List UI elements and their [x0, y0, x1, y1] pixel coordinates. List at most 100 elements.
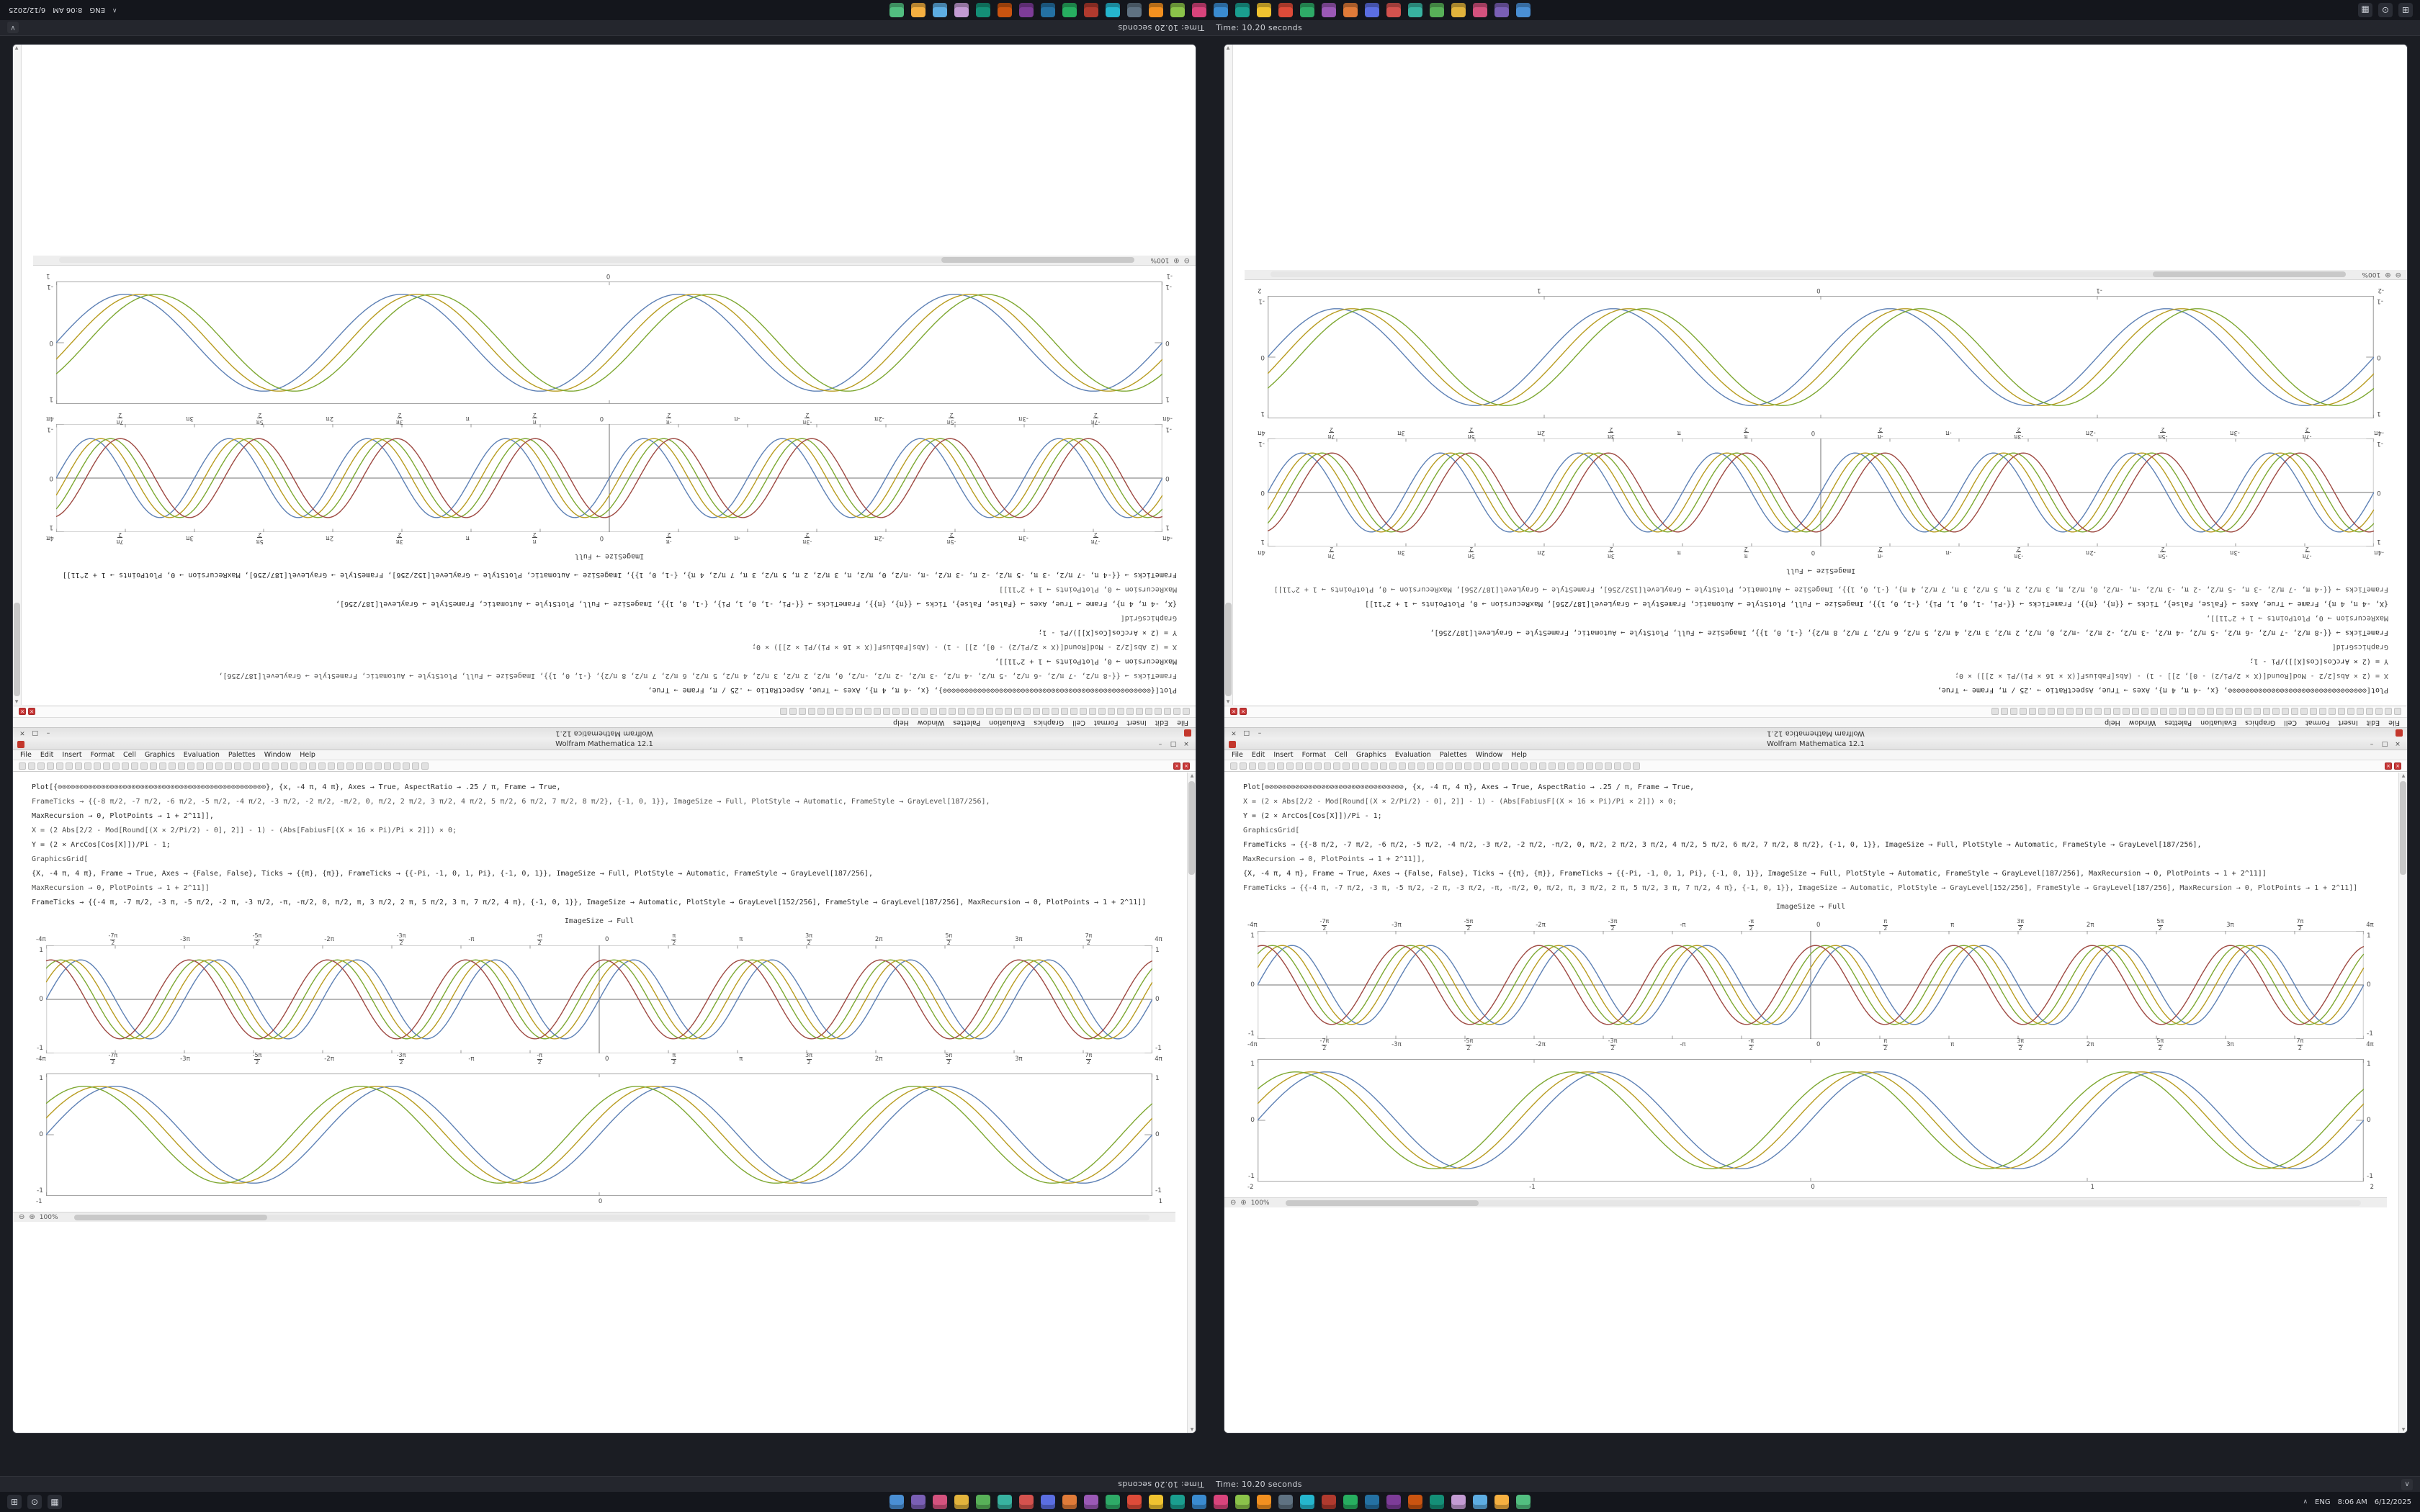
toolbar-button[interactable] — [1070, 708, 1077, 716]
toolbar-button[interactable] — [19, 762, 26, 770]
app-icon[interactable] — [1473, 3, 1487, 17]
toolbar-button[interactable] — [986, 708, 993, 716]
abort-button[interactable]: × — [2394, 762, 2401, 770]
system-tray[interactable]: ∧ ENG 8:06 AM 6/12/2025 — [2303, 1498, 2411, 1506]
app-icon[interactable] — [1149, 3, 1163, 17]
toolbar-button[interactable] — [2357, 708, 2364, 716]
maximize-button[interactable]: □ — [1170, 741, 1177, 748]
toolbar-button[interactable] — [281, 762, 288, 770]
app-icon[interactable] — [1494, 3, 1509, 17]
toolbar-button[interactable] — [1558, 762, 1565, 770]
framed-plot[interactable] — [56, 282, 1162, 404]
start-icon[interactable]: ⊞ — [2398, 3, 2413, 17]
menu-item[interactable]: Evaluation — [2200, 719, 2237, 727]
toolbar-button[interactable] — [94, 762, 101, 770]
toolbar-button[interactable] — [234, 762, 241, 770]
app-icon[interactable] — [1257, 1495, 1271, 1509]
app-icon[interactable] — [889, 3, 904, 17]
maximize-button[interactable]: □ — [1243, 729, 1250, 737]
menu-item[interactable]: Palettes — [228, 750, 256, 759]
toolbar-button[interactable] — [1446, 762, 1453, 770]
app-icon[interactable] — [889, 1495, 904, 1509]
toolbar-button[interactable] — [1633, 762, 1640, 770]
axes-plot[interactable] — [46, 945, 1152, 1053]
scroll-thumb[interactable] — [2400, 781, 2406, 875]
toolbar-button[interactable] — [2254, 708, 2261, 716]
toolbar-button[interactable] — [1605, 762, 1612, 770]
toolbar-button[interactable] — [318, 762, 326, 770]
horizontal-scrollbar[interactable] — [1285, 1200, 2361, 1206]
plot-axes-cell[interactable]: -4π -7π 2 -3π -5π 2 -2π -3π 2 -π -π 2 0 π 2 π 3π 2 2π 5π 2 3π… — [32, 932, 1167, 1065]
toolbar-button[interactable] — [2020, 708, 2027, 716]
menu-item[interactable]: Evaluation — [183, 750, 220, 759]
toolbar-button[interactable] — [84, 762, 91, 770]
app-icon[interactable] — [911, 1495, 926, 1509]
app-icon[interactable] — [1019, 3, 1034, 17]
toolbar-button[interactable] — [2347, 708, 2354, 716]
code-cell[interactable]: Plot[⊙⊘⊙⊘⊙⊘⊙⊘⊙⊘⊙⊘⊙⊘⊙⊘⊙⊘⊙⊘⊙⊘⊙⊘⊙⊘⊙⊘⊙⊘⊙⊘, {… — [1234, 582, 2407, 697]
toolbar-button[interactable] — [1258, 762, 1265, 770]
app-icon[interactable] — [1084, 1495, 1098, 1509]
code-line[interactable]: Y = (2 × ArcCos[Cos[X]])/Pi - 1; — [1243, 812, 1382, 820]
app-icon[interactable] — [1451, 3, 1466, 17]
task-view-icon[interactable]: ▦ — [2358, 3, 2372, 17]
horizontal-scrollbar[interactable] — [59, 257, 1135, 264]
menu-item[interactable]: Edit — [40, 750, 54, 759]
toolbar-button[interactable] — [1324, 762, 1331, 770]
zoom-in-button[interactable]: ⊕ — [29, 1212, 35, 1221]
zoom-in-button[interactable]: ⊕ — [1173, 256, 1180, 265]
toolbar-button[interactable] — [911, 708, 918, 716]
toolbar-button[interactable] — [1417, 762, 1425, 770]
code-line[interactable]: X = (2 Abs[2/2 - Mod[Round[(X × 2/Pi/2) … — [751, 643, 1177, 651]
stop-button[interactable]: × — [1173, 762, 1180, 770]
app-icon[interactable] — [1386, 3, 1401, 17]
toolbar-button[interactable] — [2197, 708, 2205, 716]
abort-button[interactable]: × — [19, 708, 26, 716]
strip-collapse-button[interactable]: ∨ — [7, 22, 19, 33]
horizontal-scroll-thumb[interactable] — [941, 257, 1135, 264]
toolbar-button[interactable] — [780, 708, 787, 716]
horizontal-scrollbar[interactable] — [73, 1214, 1150, 1220]
vertical-scrollbar[interactable]: ▲ ▼ — [13, 45, 22, 705]
menu-item[interactable]: Insert — [2338, 719, 2358, 727]
code-line[interactable]: Y = (2 × ArcCos[Cos[X]])/Pi - 1; — [1038, 629, 1177, 636]
toolbar-button[interactable] — [2085, 708, 2092, 716]
plot-axes-cell[interactable]: -4π -7π 2 -3π -5π 2 -2π -3π 2 -π -π 2 0 π 2 π 3π 2 2π 5π 2 3π… — [42, 412, 1177, 545]
app-icon[interactable] — [1408, 1495, 1422, 1509]
code-line[interactable]: MaxRecursion → 0, PlotPoints → 1 + 2^11]… — [32, 812, 214, 820]
app-icon[interactable] — [1408, 3, 1422, 17]
toolbar-button[interactable] — [1464, 762, 1471, 770]
toolbar-button[interactable] — [103, 762, 110, 770]
toolbar-button[interactable] — [1033, 708, 1040, 716]
app-icon[interactable] — [1041, 3, 1055, 17]
toolbar-button[interactable] — [2385, 708, 2392, 716]
toolbar-button[interactable] — [930, 708, 937, 716]
code-line[interactable]: FrameTicks → {{-4 π, -7 π/2, -3 π, -5 π/… — [32, 899, 1147, 906]
toolbar-button[interactable] — [827, 708, 834, 716]
toolbar-button[interactable] — [2291, 708, 2298, 716]
toolbar-button[interactable] — [892, 708, 900, 716]
menu-item[interactable]: Palettes — [2164, 719, 2192, 727]
menu-item[interactable]: Cell — [1072, 719, 1085, 727]
code-cell[interactable]: Plot[{⊙⊙⊙⊙⊙⊙⊙⊙⊙⊙⊙⊙⊙⊙⊙⊙⊙⊙⊙⊙⊙⊙⊙⊙⊙⊙⊙⊙⊙⊙⊙⊙⊙⊙… — [13, 780, 1186, 910]
toolbar-button[interactable] — [356, 762, 363, 770]
minimize-button[interactable]: – — [46, 729, 50, 737]
toolbar-button[interactable] — [1268, 762, 1275, 770]
toolbar-button[interactable] — [1005, 708, 1012, 716]
menu-item[interactable]: Evaluation — [1394, 750, 1431, 759]
tray-date[interactable]: 6/12/2025 — [2374, 1498, 2411, 1506]
app-icon[interactable] — [954, 1495, 969, 1509]
code-line[interactable]: Plot[⊙⊘⊙⊘⊙⊘⊙⊘⊙⊘⊙⊘⊙⊘⊙⊘⊙⊘⊙⊘⊙⊘⊙⊘⊙⊘⊙⊘⊙⊘⊙⊘, {… — [1937, 686, 2388, 694]
toolbar-button[interactable] — [2141, 708, 2148, 716]
menu-item[interactable]: Window — [917, 719, 945, 727]
tray-language[interactable]: ENG — [89, 6, 105, 14]
toolbar-button[interactable] — [2375, 708, 2383, 716]
app-icon[interactable] — [1214, 1495, 1228, 1509]
scroll-thumb[interactable] — [14, 603, 20, 696]
vertical-scrollbar[interactable]: ▲ ▼ — [1224, 45, 1233, 705]
toolbar-button[interactable] — [2338, 708, 2345, 716]
menu-item[interactable]: Format — [1301, 750, 1327, 759]
menu-item[interactable]: Edit — [1155, 719, 1169, 727]
toolbar-button[interactable] — [346, 762, 354, 770]
code-cell[interactable]: Plot[{⊙⊙⊙⊙⊙⊙⊙⊙⊙⊙⊙⊙⊙⊙⊙⊙⊙⊙⊙⊙⊙⊙⊙⊙⊙⊙⊙⊙⊙⊙⊙⊙⊙⊙… — [23, 567, 1196, 697]
